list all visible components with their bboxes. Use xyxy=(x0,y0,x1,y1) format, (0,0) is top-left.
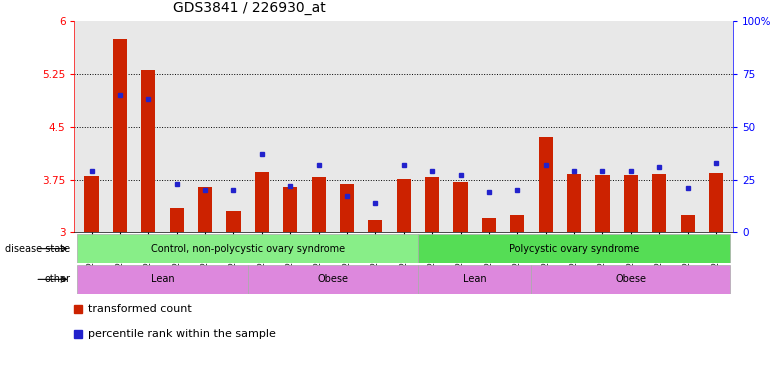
Bar xyxy=(113,39,127,232)
Bar xyxy=(482,218,496,232)
Bar xyxy=(709,173,723,232)
Bar xyxy=(397,179,411,232)
Bar xyxy=(255,172,269,232)
Text: GDS3841 / 226930_at: GDS3841 / 226930_at xyxy=(173,2,326,15)
Bar xyxy=(453,182,467,232)
Bar xyxy=(681,215,695,232)
Bar xyxy=(567,174,581,232)
Bar xyxy=(248,265,418,294)
Text: Control, non-polycystic ovary syndrome: Control, non-polycystic ovary syndrome xyxy=(151,243,345,254)
Text: disease state: disease state xyxy=(5,243,71,254)
Bar xyxy=(368,220,383,232)
Bar xyxy=(624,175,638,232)
Bar xyxy=(418,234,730,263)
Text: Obese: Obese xyxy=(318,274,348,285)
Bar xyxy=(283,187,297,232)
Text: Lean: Lean xyxy=(151,274,174,285)
Bar xyxy=(169,208,183,232)
Text: transformed count: transformed count xyxy=(88,304,191,314)
Bar xyxy=(141,70,155,232)
Bar xyxy=(595,175,609,232)
Text: other: other xyxy=(45,274,71,285)
Bar xyxy=(85,176,99,232)
Text: Polycystic ovary syndrome: Polycystic ovary syndrome xyxy=(509,243,639,254)
Text: Obese: Obese xyxy=(615,274,646,285)
Text: Lean: Lean xyxy=(463,274,487,285)
Bar xyxy=(198,187,212,232)
Bar xyxy=(227,211,241,232)
Bar xyxy=(532,265,730,294)
Bar xyxy=(78,234,418,263)
Bar xyxy=(78,265,248,294)
Bar xyxy=(539,137,553,232)
Bar xyxy=(652,174,666,232)
Bar xyxy=(418,265,532,294)
Bar xyxy=(425,177,439,232)
Text: percentile rank within the sample: percentile rank within the sample xyxy=(88,329,275,339)
Bar xyxy=(311,177,325,232)
Bar xyxy=(340,184,354,232)
Bar xyxy=(510,215,524,232)
